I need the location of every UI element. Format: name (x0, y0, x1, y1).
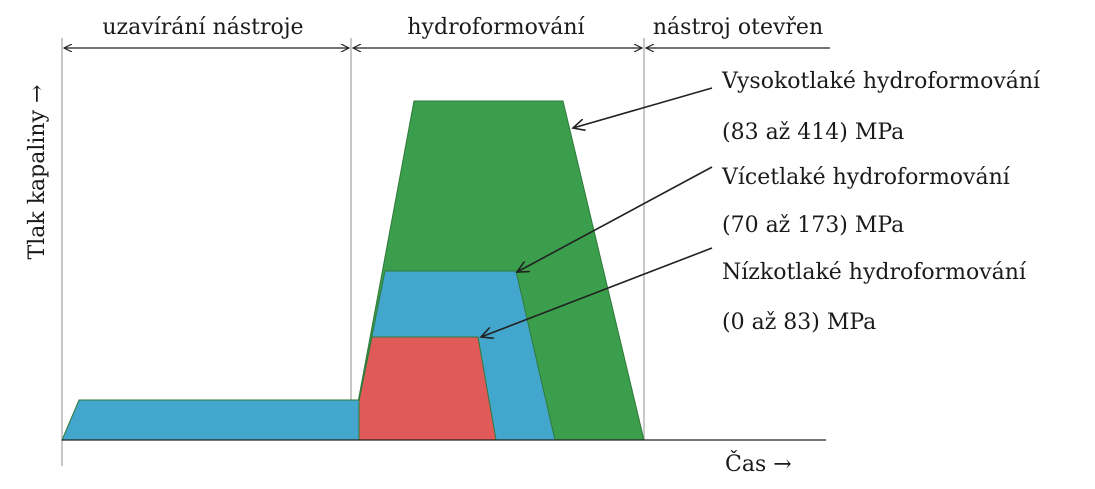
arrow-high-pressure (573, 87, 713, 128)
phase-label-forming: hydroformování (407, 15, 585, 40)
y-axis-label: Tlak kapaliny → (25, 85, 50, 260)
region-red-low-pressure (350, 336, 497, 441)
region-blue-closing (61, 399, 360, 441)
arrow-multi-pressure (517, 166, 713, 272)
label-low-pressure-range: (0 až 83) MPa (722, 310, 876, 335)
label-multi-pressure-name: Vícetlaké hydroformování (721, 165, 1011, 190)
arrow-low-pressure (481, 247, 713, 337)
label-low-pressure-name: Nízkotlaké hydroformování (722, 260, 1027, 285)
label-multi-pressure-range: (70 až 173) MPa (722, 213, 904, 238)
x-axis-label: Čas → (725, 450, 792, 477)
phase-label-closing: uzavírání nástroje (102, 15, 303, 40)
label-high-pressure-name: Vysokotlaké hydroformování (721, 69, 1041, 94)
label-high-pressure-range: (83 až 414) MPa (722, 120, 904, 145)
phase-label-open: nástroj otevřen (653, 15, 823, 40)
